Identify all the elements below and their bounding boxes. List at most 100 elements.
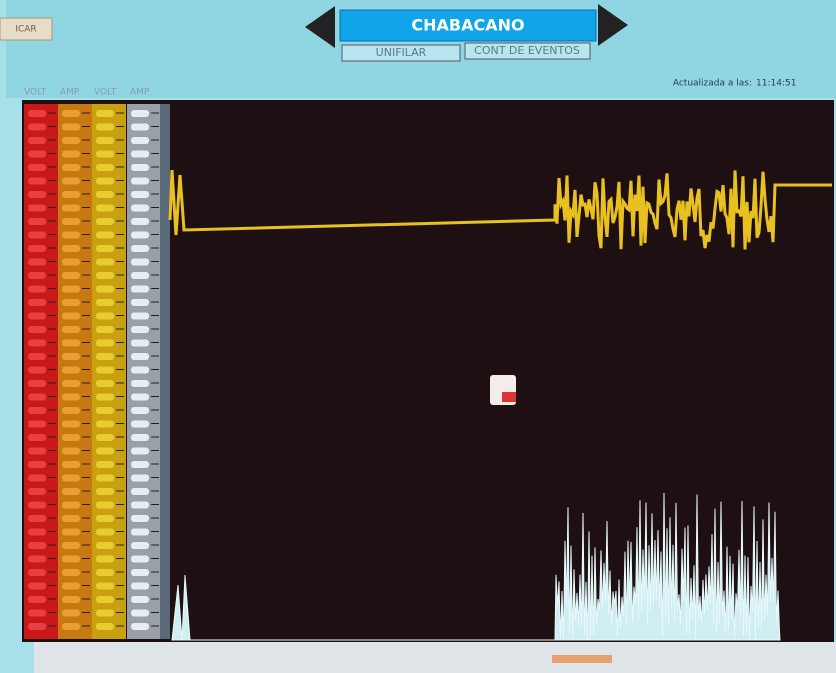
meter-step [131,407,149,414]
meter-step [62,461,80,468]
meter-step [131,245,149,252]
meter-step [96,366,114,374]
meter-step [96,272,114,279]
meter-step [62,245,80,252]
meter-step [62,542,80,549]
status-time: 11:14:51 [756,79,796,89]
meter-step [62,285,80,293]
tab[interactable] [0,17,53,41]
meter-step [28,258,46,266]
column-label: AMP [130,88,150,98]
next-arrow[interactable] [598,4,628,46]
meter-step [62,150,80,158]
meter-step [131,447,149,455]
meter-step [62,528,80,536]
meter-step [62,204,80,212]
meter-step [28,285,46,293]
meter-step [28,515,46,522]
meter-step [96,596,114,603]
meter-step [28,123,46,131]
meter-step [96,434,114,441]
meter-step [28,164,46,171]
meter-step [131,326,149,333]
meter-step [131,461,149,468]
meter-step [28,299,46,306]
meter-step [62,501,80,509]
meter-step [96,515,114,522]
meter-step [131,488,149,495]
meter-step [28,366,46,374]
meter-step [96,501,114,509]
tab-label: ICAR [15,25,36,35]
meter-step [28,231,46,239]
meter-step [96,623,114,630]
meter-step [96,555,114,563]
meter-step [96,285,114,293]
meter-step [131,137,149,144]
meter-step [131,623,149,630]
current-trace [171,492,781,641]
meter-step [28,380,46,387]
meter-step [96,299,114,306]
button[interactable] [341,44,461,62]
meter-step [62,623,80,630]
meter-step [62,474,80,482]
meter-step [131,231,149,239]
voltage-trace [168,169,832,250]
meter-step [62,596,80,603]
meter-step [96,150,114,158]
meter-step [131,582,149,590]
meter-step [28,339,46,347]
meter-step [62,164,80,171]
meter-step [131,204,149,212]
meter-step [28,137,46,144]
meter-step [131,380,149,387]
meter-step [131,528,149,536]
meter-step [96,312,114,320]
bottom-bar [34,642,836,673]
meter-step [131,555,149,563]
button[interactable] [464,42,591,60]
prev-arrow[interactable] [305,6,335,48]
meter-step [131,218,149,225]
title-box [339,9,597,42]
meter-step [96,110,114,117]
meter-step [62,191,80,198]
meter-step [96,339,114,347]
meter-step [28,353,46,360]
meter-step [131,501,149,509]
meter-step [62,137,80,144]
title: CHABACANO [411,16,524,35]
time-marker [552,655,612,663]
meter-step [28,474,46,482]
meter-step [131,339,149,347]
meter-step [62,420,80,428]
meter-step [28,312,46,320]
meter-step [28,569,46,576]
meter-step [62,515,80,522]
meter-step [131,312,149,320]
meter-step [28,623,46,630]
meter-step [131,393,149,401]
column-label: VOLT [94,88,117,98]
meter-step [62,609,80,617]
meter-step [62,123,80,131]
meter-step [131,258,149,266]
meter-step [62,434,80,441]
meter-step [28,420,46,428]
meter-step [96,569,114,576]
meter-step [62,326,80,333]
meter-step [28,393,46,401]
meter-step [96,137,114,144]
meter-step [28,150,46,158]
meter-step [62,272,80,279]
meter-step [96,582,114,590]
meter-step [131,299,149,306]
meter-step [28,542,46,549]
meter-step [131,123,149,131]
meter-step [96,461,114,468]
meter-step [62,380,80,387]
meter-step [96,542,114,549]
meter-step [96,204,114,212]
